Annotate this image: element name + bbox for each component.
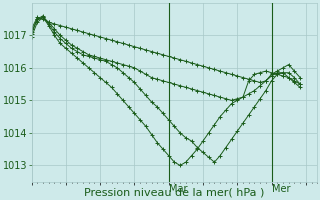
Text: Mer: Mer — [271, 184, 290, 194]
Text: Mar: Mar — [169, 184, 187, 194]
X-axis label: Pression niveau de la mer( hPa ): Pression niveau de la mer( hPa ) — [84, 187, 265, 197]
